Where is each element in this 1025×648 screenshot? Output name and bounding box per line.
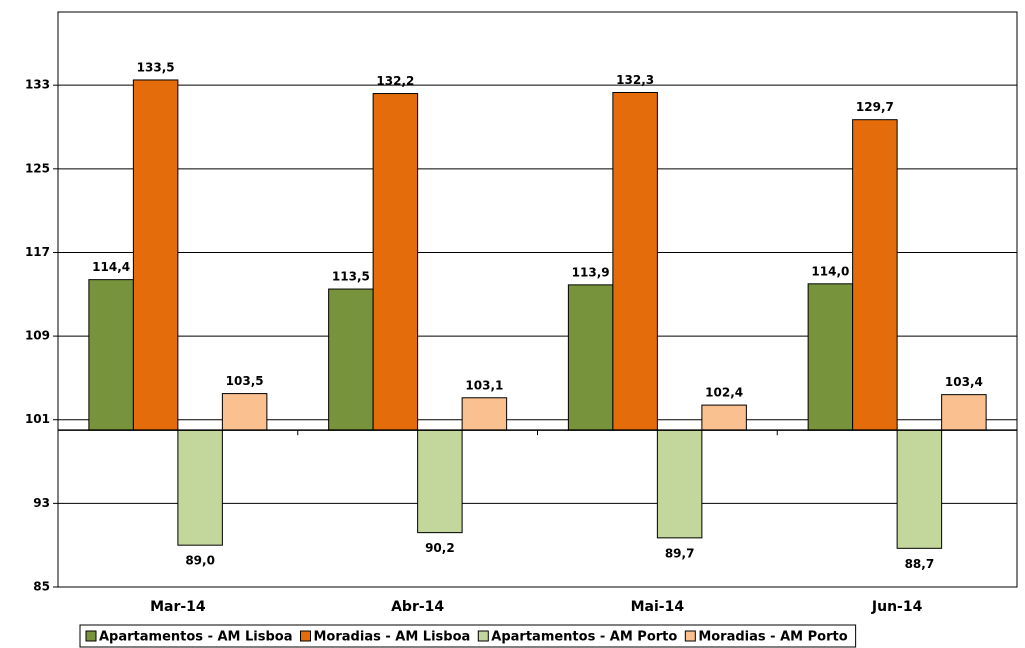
value-label: 103,5 <box>226 374 264 388</box>
bar <box>701 404 747 431</box>
bar <box>612 92 658 431</box>
value-label: 89,0 <box>185 554 215 568</box>
bar <box>88 279 134 431</box>
legend-swatch <box>300 630 311 642</box>
legend-label: Moradias - AM Lisboa <box>314 630 471 645</box>
y-tick-label: 93 <box>33 496 50 510</box>
value-label: 133,5 <box>137 60 175 74</box>
value-label: 113,5 <box>332 270 370 284</box>
value-label: 89,7 <box>665 546 695 560</box>
x-tick-label: Mai-14 <box>631 599 685 615</box>
value-label: 114,4 <box>92 260 130 274</box>
value-label: 132,3 <box>616 73 654 87</box>
value-label: 114,0 <box>811 264 849 278</box>
legend-swatch <box>477 630 489 642</box>
bar <box>417 429 463 534</box>
value-label: 132,2 <box>376 74 414 88</box>
bar <box>896 429 943 549</box>
x-tick-label: Abr-14 <box>391 599 444 615</box>
legend-label: Apartamentos - AM Lisboa <box>99 630 293 645</box>
bar <box>372 93 419 431</box>
legend-label: Moradias - AM Porto <box>698 630 847 645</box>
x-tick-label: Jun-14 <box>871 599 923 615</box>
y-tick-label: 109 <box>25 329 50 343</box>
y-tick-label: 133 <box>25 78 50 92</box>
value-label: 113,9 <box>572 265 610 279</box>
x-tick-label: Mar-14 <box>150 599 206 615</box>
y-tick-label: 85 <box>33 580 50 594</box>
value-label: 129,7 <box>856 100 894 114</box>
value-label: 102,4 <box>705 386 743 400</box>
legend-label: Apartamentos - AM Porto <box>491 630 677 645</box>
bar <box>221 393 268 431</box>
bar <box>177 429 223 546</box>
value-label: 88,7 <box>905 557 935 571</box>
bar <box>852 119 898 431</box>
bar <box>132 79 179 431</box>
y-tick-label: 125 <box>25 161 50 175</box>
bar <box>328 288 374 431</box>
bar <box>461 397 508 431</box>
bar <box>567 284 614 431</box>
y-tick-label: 101 <box>25 412 50 426</box>
value-label: 90,2 <box>425 541 455 555</box>
value-label: 103,4 <box>945 375 983 389</box>
legend <box>79 624 857 648</box>
y-tick-label: 117 <box>25 245 50 259</box>
legend-swatch <box>684 630 696 642</box>
bar <box>941 394 987 431</box>
bar <box>807 283 854 431</box>
value-label: 103,1 <box>465 378 503 392</box>
bar <box>656 429 703 539</box>
legend-swatch <box>85 630 97 642</box>
